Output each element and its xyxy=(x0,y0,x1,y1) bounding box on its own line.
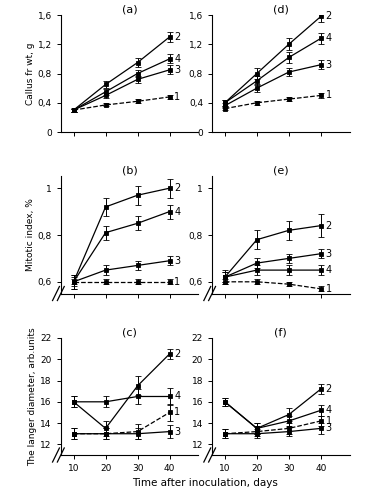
Text: 2: 2 xyxy=(174,32,180,42)
Text: 4: 4 xyxy=(326,406,332,415)
Text: 1: 1 xyxy=(326,416,332,426)
Text: 3: 3 xyxy=(326,60,332,70)
Text: 2: 2 xyxy=(326,12,332,22)
Text: 1: 1 xyxy=(174,92,180,102)
Text: 3: 3 xyxy=(174,256,180,266)
Title: (c): (c) xyxy=(122,327,137,337)
Text: 1: 1 xyxy=(326,284,332,294)
Text: 1: 1 xyxy=(326,90,332,101)
Y-axis label: The langer diameter, arb.units: The langer diameter, arb.units xyxy=(28,327,38,466)
Title: (f): (f) xyxy=(274,327,287,337)
Title: (a): (a) xyxy=(122,4,138,14)
Text: 2: 2 xyxy=(326,384,332,394)
Text: 3: 3 xyxy=(326,424,332,434)
Text: 4: 4 xyxy=(326,34,332,43)
Text: 3: 3 xyxy=(326,248,332,258)
Title: (d): (d) xyxy=(273,4,289,14)
Text: 3: 3 xyxy=(174,65,180,75)
Text: 2: 2 xyxy=(174,183,180,193)
Title: (b): (b) xyxy=(122,166,138,175)
Text: 4: 4 xyxy=(174,206,180,216)
Title: (e): (e) xyxy=(273,166,289,175)
Text: 4: 4 xyxy=(326,265,332,275)
Text: 2: 2 xyxy=(174,349,180,359)
Y-axis label: Callus fr wt, g: Callus fr wt, g xyxy=(26,42,35,105)
Text: 2: 2 xyxy=(326,220,332,230)
Y-axis label: Mitotic index, %: Mitotic index, % xyxy=(26,198,35,272)
Text: 3: 3 xyxy=(174,426,180,436)
Text: Time after inoculation, days: Time after inoculation, days xyxy=(132,478,278,488)
Text: 4: 4 xyxy=(174,54,180,64)
Text: 1: 1 xyxy=(174,408,180,418)
Text: 4: 4 xyxy=(174,392,180,402)
Text: 1: 1 xyxy=(174,277,180,287)
